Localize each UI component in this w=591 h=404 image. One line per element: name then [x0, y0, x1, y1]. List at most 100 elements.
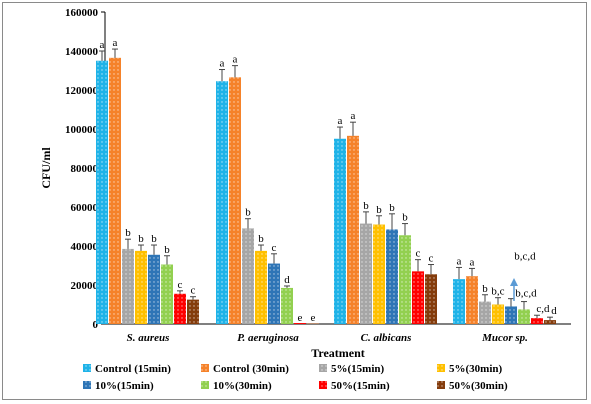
significance-label: c [416, 248, 421, 260]
significance-label: b [125, 227, 131, 239]
legend-swatch-texture [201, 381, 209, 389]
y-axis-title: CFU/ml [39, 147, 53, 189]
bar-texture [187, 299, 199, 324]
legend: Control (15min) Control (30min) 5%(15min) 5… [83, 363, 508, 392]
significance-label: b [151, 233, 157, 245]
bar-texture [242, 228, 254, 324]
legend-label: 5%(15min) [331, 363, 385, 375]
significance-label: a [113, 37, 118, 49]
significance-label: a [351, 110, 356, 122]
significance-label: c [429, 253, 434, 265]
legend-label: Control (30min) [213, 363, 289, 375]
legend-swatch-texture [437, 381, 445, 389]
legend-swatch-texture [83, 364, 91, 372]
bar-texture [544, 320, 556, 324]
bar-texture [399, 235, 411, 324]
bar-texture [216, 81, 228, 324]
bar-texture [492, 304, 504, 324]
bar-texture [135, 250, 147, 324]
bar-texture [347, 135, 359, 324]
bar-texture [466, 276, 478, 324]
significance-label: c [191, 285, 196, 297]
significance-label: c [272, 242, 277, 254]
bar-texture [268, 263, 280, 324]
y-tick-label: 160000 [65, 7, 99, 19]
category-label: C. albicans [361, 332, 412, 344]
category-label: Mucor sp. [481, 332, 528, 344]
significance-label: b,c,d [514, 251, 536, 263]
bar-texture [281, 287, 293, 324]
significance-label: a [470, 256, 475, 268]
significance-label: b [363, 200, 369, 212]
bar-texture [294, 323, 306, 324]
legend-label: 10%(15min) [95, 380, 154, 392]
significance-label: b [164, 244, 170, 256]
significance-label: c,d [536, 303, 550, 315]
bar-texture [453, 279, 465, 324]
legend-label: Control (15min) [95, 363, 171, 375]
bar-texture [96, 60, 108, 324]
bar-texture [505, 306, 517, 324]
y-tick-label: 120000 [65, 85, 99, 97]
significance-label: b [482, 283, 488, 295]
significance-label: a [233, 54, 238, 66]
bar-texture [386, 229, 398, 324]
significance-label: c [178, 279, 183, 291]
legend-swatch-texture [319, 381, 327, 389]
significance-label: e [298, 312, 303, 324]
significance-label: d [551, 305, 557, 317]
significance-label: a [338, 115, 343, 127]
y-tick-label: 80000 [71, 163, 99, 175]
bar-texture [122, 248, 134, 324]
legend-label: 50%(30min) [449, 380, 508, 392]
bar-texture [174, 293, 186, 324]
bar-texture [531, 318, 543, 324]
significance-label: b [402, 212, 408, 224]
bar-texture [425, 274, 437, 324]
legend-label: 50%(15min) [331, 380, 390, 392]
bar-texture [148, 254, 160, 324]
legend-swatch-texture [83, 381, 91, 389]
y-ticks: 0 20000 40000 60000 80000 100000 120000 140000 1… [65, 7, 105, 331]
y-tick-label: 0 [93, 319, 99, 331]
legend-label: 10%(30min) [213, 380, 272, 392]
bar-texture [373, 224, 385, 324]
significance-label: b [389, 202, 395, 214]
y-tick-label: 100000 [65, 124, 99, 136]
category-labels: S. aureus P. aeruginosa C. albicans Mucor s… [127, 332, 528, 344]
bar-texture [479, 301, 491, 324]
legend-swatch-texture [437, 364, 445, 372]
y-tick-label: 40000 [71, 241, 99, 253]
significance-label: b [258, 233, 264, 245]
x-axis-title: Treatment [311, 346, 365, 360]
bar-texture [334, 138, 346, 324]
annotation-arrow [510, 278, 518, 301]
category-label: P. aeruginosa [237, 332, 299, 344]
y-tick-label: 140000 [65, 46, 99, 58]
significance-label: d [284, 274, 290, 286]
significance-label: b [245, 207, 251, 219]
category-label: S. aureus [127, 332, 170, 344]
bar-texture [360, 223, 372, 324]
significance-label: a [220, 58, 225, 70]
bar-texture [412, 271, 424, 324]
legend-swatch-texture [319, 364, 327, 372]
legend-label: 5%(30min) [449, 363, 503, 375]
bar-texture [518, 309, 530, 324]
bar-texture [255, 250, 267, 324]
y-tick-label: 60000 [71, 202, 99, 214]
significance-label: b,c [491, 286, 504, 298]
bar-texture [307, 323, 319, 324]
significance-label: a [100, 39, 105, 51]
bar-texture [161, 264, 173, 324]
significance-label: e [311, 312, 316, 324]
significance-label: b,c,d [515, 288, 537, 300]
y-tick-label: 20000 [71, 280, 99, 292]
bar-texture [229, 77, 241, 324]
significance-label: b [138, 233, 144, 245]
bar-texture [109, 57, 121, 324]
significance-label: a [457, 255, 462, 267]
legend-swatch-texture [201, 364, 209, 372]
